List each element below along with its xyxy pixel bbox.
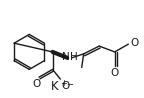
Text: −: − <box>66 80 73 89</box>
Text: K: K <box>51 80 58 93</box>
Text: O: O <box>130 38 139 48</box>
Text: O: O <box>61 81 70 91</box>
Text: O: O <box>32 79 40 89</box>
Text: H: H <box>70 52 78 62</box>
Text: +: + <box>60 78 67 88</box>
Text: O: O <box>111 68 119 78</box>
Text: N: N <box>62 52 70 62</box>
